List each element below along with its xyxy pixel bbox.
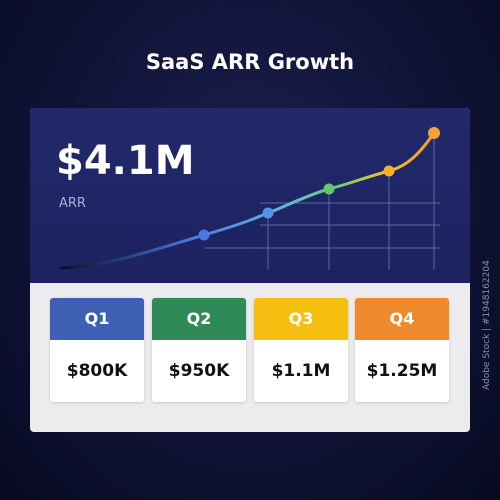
metric-label: ARR (59, 196, 86, 211)
metric-value: $4.1M (56, 138, 195, 184)
quarter-label: Q2 (152, 298, 246, 340)
grid (205, 133, 440, 270)
point (323, 183, 335, 195)
point (262, 207, 274, 219)
quarter-card: Q1 $800K (50, 298, 144, 402)
quarter-card: Q3 $1.1M (254, 298, 348, 402)
quarter-label: Q4 (355, 298, 449, 340)
quarter-card: Q4 $1.25M (355, 298, 449, 402)
point (198, 229, 210, 241)
quarter-card: Q2 $950K (152, 298, 246, 402)
side-note: Adobe Stock | #1948162204 (482, 260, 492, 390)
quarter-value: $1.1M (271, 361, 331, 381)
dashboard-panel: $4.1M ARR Q1 $800K Q2 $950K Q3 $1.1M Q4 $1.25M (30, 108, 470, 432)
quarter-value: $800K (66, 361, 128, 381)
chart-area: $4.1M ARR (30, 108, 470, 283)
growth-chart (59, 127, 440, 270)
quarter-value: $950K (168, 361, 230, 381)
point (428, 127, 440, 139)
point (383, 165, 395, 177)
quarter-label: Q1 (50, 298, 144, 340)
quarter-value: $1.25M (366, 361, 438, 381)
title: SaaS ARR Growth (145, 50, 355, 74)
quarter-label: Q3 (254, 298, 348, 340)
